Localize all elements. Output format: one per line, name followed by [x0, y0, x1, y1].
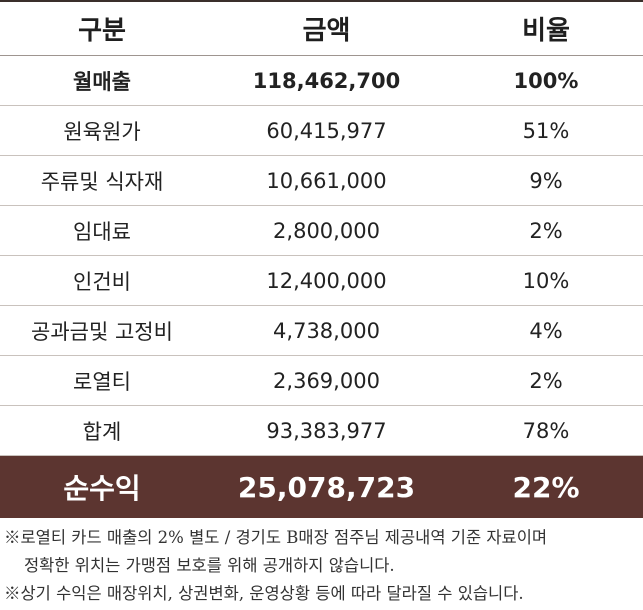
row-label: 인건비	[73, 269, 131, 294]
table-row: 주류및 식자재 10,661,000 9%	[0, 156, 643, 206]
row-label: 원육원가	[63, 119, 141, 144]
row-amount: 93,383,977	[266, 418, 387, 443]
footnote-line: 정확한 위치는 가맹점 보호를 위해 공개하지 않습니다.	[24, 556, 395, 575]
footnote: ※로열티 카드 매출의 2% 별도 / 경기도 B매장 점주님 제공내역 기준 …	[0, 524, 643, 580]
row-amount: 12,400,000	[266, 268, 387, 293]
row-amount: 2,369,000	[273, 368, 380, 393]
table-row: 합계 93,383,977 78%	[0, 406, 643, 456]
header-ratio: 비율	[522, 16, 570, 46]
table-row: 공과금및 고정비 4,738,000 4%	[0, 306, 643, 356]
row-label: 주류및 식자재	[40, 169, 164, 194]
row-label: 월매출	[73, 69, 131, 94]
table-header-row: 구분 금액 비율	[0, 0, 643, 56]
table-row: 임대료 2,800,000 2%	[0, 206, 643, 256]
row-amount: 4,738,000	[273, 318, 380, 343]
row-ratio: 10%	[522, 268, 570, 293]
footnotes: ※로열티 카드 매출의 2% 별도 / 경기도 B매장 점주님 제공내역 기준 …	[0, 524, 643, 608]
footnote: ※상기 수익은 매장위치, 상권변화, 운영상황 등에 따라 달라질 수 있습니…	[0, 580, 643, 608]
footnote-line: ※상기 수익은 매장위치, 상권변화, 운영상황 등에 따라 달라질 수 있습니…	[4, 584, 524, 603]
revenue-table: 구분 금액 비율 월매출 118,462,700 100% 원육원가 60,41…	[0, 0, 643, 518]
row-ratio: 2%	[529, 218, 563, 243]
header-amount: 금액	[302, 16, 351, 46]
row-amount: 60,415,977	[266, 118, 387, 143]
row-ratio: 9%	[529, 168, 563, 193]
table-row: 원육원가 60,415,977 51%	[0, 106, 643, 156]
row-amount: 2,800,000	[273, 218, 380, 243]
row-label: 공과금및 고정비	[31, 319, 173, 344]
row-ratio: 4%	[529, 318, 563, 343]
row-ratio: 100%	[513, 68, 579, 93]
row-amount: 118,462,700	[252, 68, 401, 93]
row-ratio: 78%	[522, 418, 570, 443]
row-ratio: 51%	[522, 118, 570, 143]
header-category: 구분	[78, 16, 126, 46]
net-profit-ratio: 22%	[512, 470, 580, 504]
row-ratio: 2%	[529, 368, 563, 393]
net-profit-label: 순수익	[63, 472, 141, 505]
table-row: 로열티 2,369,000 2%	[0, 356, 643, 406]
table-row: 인건비 12,400,000 10%	[0, 256, 643, 306]
row-label: 합계	[82, 419, 122, 444]
row-amount: 10,661,000	[266, 168, 387, 193]
net-profit-amount: 25,078,723	[237, 470, 416, 504]
net-profit-row: 순수익 25,078,723 22%	[0, 456, 643, 518]
row-label: 임대료	[73, 219, 131, 244]
row-label: 로열티	[73, 369, 131, 394]
table-row: 월매출 118,462,700 100%	[0, 56, 643, 106]
footnote-line: ※로열티 카드 매출의 2% 별도 / 경기도 B매장 점주님 제공내역 기준 …	[4, 528, 548, 547]
